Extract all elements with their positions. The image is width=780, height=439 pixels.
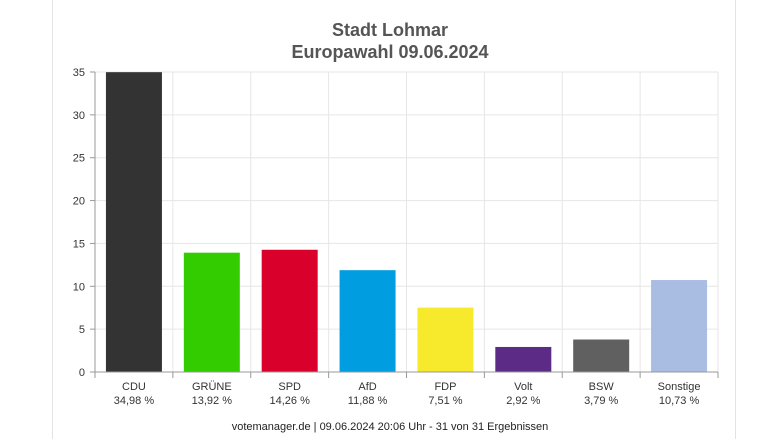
bar-value-label: 7,51 %	[428, 395, 462, 407]
x-tick-label: FDP	[434, 381, 456, 393]
bar-sonstige[interactable]	[651, 280, 708, 372]
bar-cdu[interactable]	[105, 72, 162, 373]
y-tick-label: 10	[73, 281, 85, 293]
bar-value-label: 10,73 %	[659, 395, 700, 407]
bar-spd[interactable]	[261, 249, 318, 372]
bar-value-label: 14,26 %	[270, 395, 311, 407]
bar-value-label: 11,88 %	[348, 395, 388, 407]
y-tick-label: 30	[73, 110, 85, 122]
y-tick-label: 35	[73, 67, 85, 79]
bar-volt[interactable]	[495, 346, 552, 372]
chart-frame	[52, 0, 736, 439]
x-axis: CDU 34,98 % GRÜNE 13,92 % SPD 14,26 % AfD 11,88…	[94, 371, 719, 407]
bar-value-label: 13,92 %	[192, 395, 233, 407]
bar-value-label: 34,98 %	[114, 395, 155, 407]
bar-grüne[interactable]	[183, 252, 240, 372]
x-tick-label: AfD	[358, 381, 376, 393]
y-tick-label: 15	[73, 238, 85, 250]
bars	[105, 72, 708, 373]
y-tick-label: 25	[73, 153, 85, 165]
footer-source: votemanager.de | 09.06.2024 20:06 Uhr - …	[231, 421, 549, 433]
bar-fdp[interactable]	[417, 307, 474, 372]
x-tick-label: CDU	[122, 381, 146, 393]
x-tick-label: Volt	[514, 381, 532, 393]
chart-title: Stadt Lohmar	[331, 20, 448, 40]
y-tick-label: 0	[79, 367, 85, 379]
y-tick-label: 5	[79, 324, 85, 336]
x-tick-label: BSW	[589, 381, 615, 393]
x-tick-label: Sonstige	[658, 381, 701, 393]
bar-bsw[interactable]	[573, 339, 630, 372]
bar-afd[interactable]	[339, 270, 396, 372]
x-tick-label: SPD	[278, 381, 301, 393]
y-tick-label: 20	[73, 196, 85, 208]
chart-subtitle: Europawahl 09.06.2024	[291, 42, 489, 62]
bar-value-label: 2,92 %	[506, 395, 540, 407]
x-tick-label: GRÜNE	[192, 381, 232, 393]
bar-value-label: 3,79 %	[584, 395, 618, 407]
y-axis: 0 5 10 15 20 25 30 35	[73, 67, 96, 379]
